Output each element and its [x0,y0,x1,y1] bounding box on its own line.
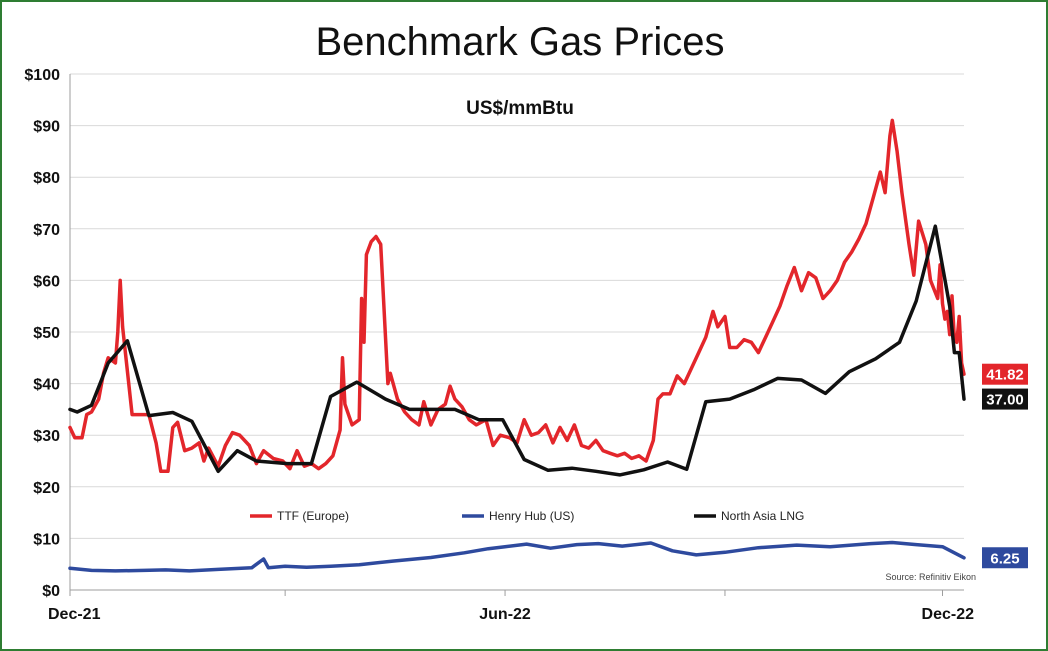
legend-label: TTF (Europe) [277,509,349,523]
y-tick-label: $60 [33,273,60,290]
source-note: Source: Refinitiv Eikon [885,572,976,582]
y-tick-label: $0 [42,583,60,600]
gridlines [70,73,964,539]
chart-title: Benchmark Gas Prices [315,20,724,64]
end-value-badge [982,547,1028,569]
end-value-badges: 41.82 6.25 37.00 [982,363,1028,569]
y-tick-label: $50 [33,325,60,342]
end-value-badge [982,363,1028,385]
legend: TTF (Europe) Henry Hub (US) North Asia LNG [250,509,804,523]
y-tick-label: $80 [33,170,60,187]
x-tick-label: Dec-21 [48,606,101,623]
end-value-label: 6.25 [990,550,1019,567]
y-tick-label: $20 [33,480,60,497]
y-tick-label: $40 [33,377,60,394]
legend-label: North Asia LNG [721,509,804,523]
y-tick-label: $10 [33,531,60,548]
series-line-north-asia-lng [68,224,966,477]
legend-label: Henry Hub (US) [489,509,574,523]
y-tick-label: $30 [33,428,60,445]
series-line-ttf-europe [68,118,966,474]
end-value-label: 37.00 [986,392,1024,409]
series-lines [68,118,966,573]
x-tick-label: Dec-22 [922,606,975,623]
y-tick-label: $70 [33,222,60,239]
axes: $0 $10 $20 $30 $40 $50 $60 $70 $80 $90 $100 Dec-21 J… [24,67,974,623]
x-tick-label: Jun-22 [479,606,531,623]
end-value-label: 41.82 [986,367,1024,384]
series-line-henry-hub-us [68,540,966,573]
y-tick-label: $100 [24,67,60,84]
end-value-badge [982,388,1028,410]
y-tick-label: $90 [33,119,60,136]
unit-label: US$/mmBtu [466,98,574,119]
